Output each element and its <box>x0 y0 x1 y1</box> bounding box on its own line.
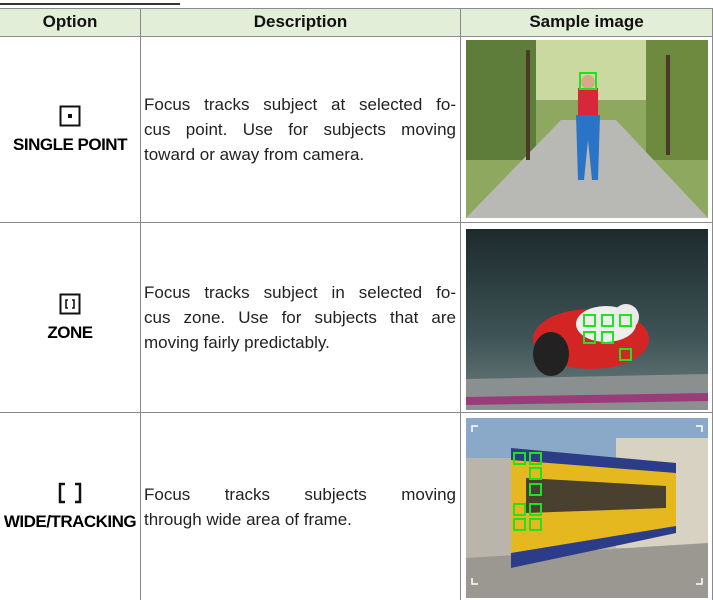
option-name: WIDE/TRACKING <box>3 511 137 531</box>
option-cell: ZONE <box>0 223 140 412</box>
top-rule <box>0 0 180 5</box>
description: Focus tracks subject at selected fo- cus… <box>144 37 456 222</box>
line: toward or away from camera. <box>144 145 365 164</box>
line: moving fairly predictably. <box>144 333 330 352</box>
line: through wide area of frame. <box>144 509 352 529</box>
rule <box>0 8 712 9</box>
icon-wide <box>58 482 82 503</box>
rule <box>0 222 712 223</box>
icon-zone <box>59 293 81 314</box>
rule <box>460 8 461 600</box>
description: Focus tracks subjects moving through wid… <box>144 413 456 600</box>
option-name: ZONE <box>47 322 93 342</box>
rule <box>0 36 712 37</box>
line: Focus tracks subject at selected fo- <box>144 95 456 114</box>
header-cell: Option <box>0 8 140 36</box>
icon-single-point <box>59 105 81 126</box>
sample-image <box>466 40 708 218</box>
option-name: SINGLE POINT <box>13 134 127 154</box>
option-cell: WIDE/TRACKING <box>0 413 140 600</box>
line: Focus tracks subjects moving <box>144 484 456 504</box>
rule <box>0 412 712 413</box>
sample-image <box>466 229 708 410</box>
header-cell: Description <box>141 8 460 36</box>
rule <box>140 8 141 600</box>
line: Focus tracks subject in selected fo- <box>144 283 456 302</box>
description: Focus tracks subject in selected fo- cus… <box>144 223 456 412</box>
sample-image <box>466 418 708 598</box>
option-cell: SINGLE POINT <box>0 37 140 222</box>
line: cus zone. Use for subjects that are <box>144 308 456 327</box>
header-cell: Sample image <box>461 8 712 36</box>
line: cus point. Use for subjects moving <box>144 120 456 139</box>
